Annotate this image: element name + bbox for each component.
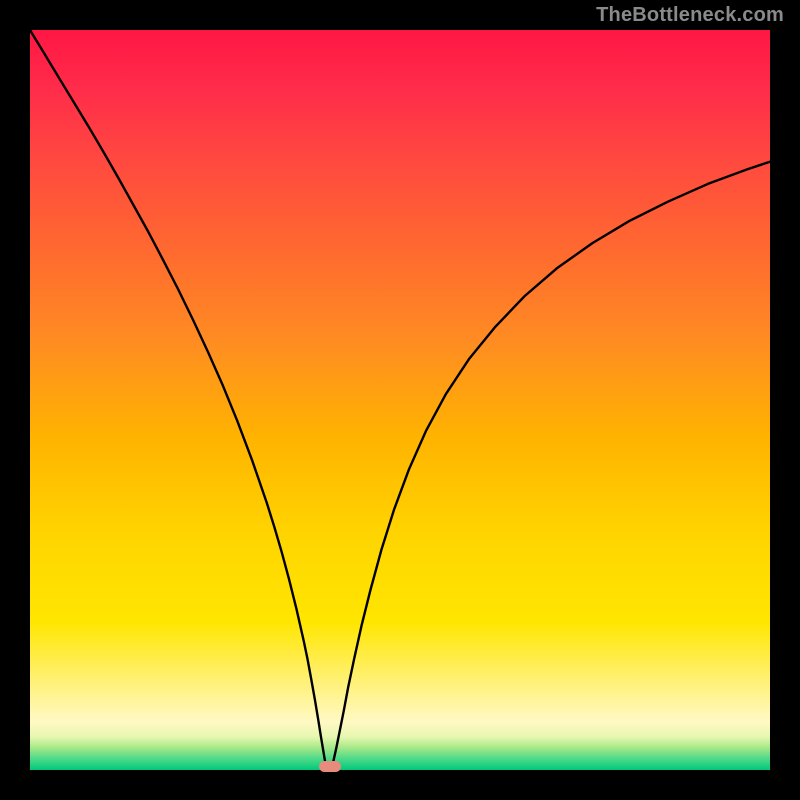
watermark-text: TheBottleneck.com (596, 4, 784, 27)
curve-svg (30, 30, 770, 770)
bottleneck-curve (30, 30, 770, 769)
chart-frame: TheBottleneck.com (0, 0, 800, 800)
vertex-marker (319, 761, 341, 772)
plot-area (30, 30, 770, 770)
